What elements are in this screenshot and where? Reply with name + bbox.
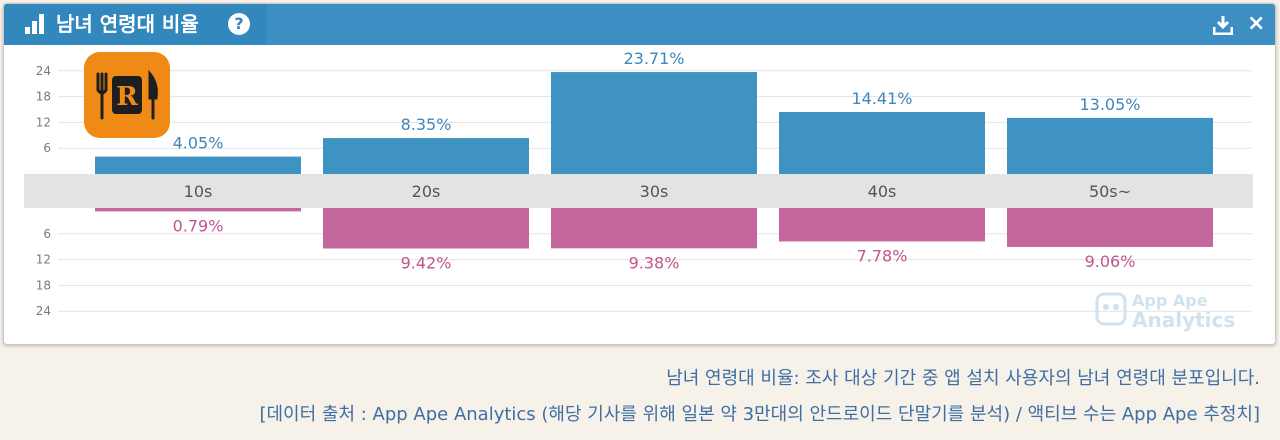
watermark-icon-eye-left — [1103, 304, 1109, 310]
svg-text:R: R — [116, 82, 138, 112]
upper-value-label-10s: 4.05% — [173, 134, 224, 153]
lower-bar-10s[interactable] — [95, 208, 301, 212]
lower-value-label-30s: 9.38% — [629, 253, 680, 272]
upper-value-label-20s: 8.35% — [401, 115, 452, 134]
watermark-icon-eye-right — [1113, 304, 1119, 310]
question-circle-icon[interactable]: ? — [228, 13, 250, 35]
y-tick-lower-6: 6 — [43, 227, 51, 241]
lower-bar-30s[interactable] — [551, 208, 757, 249]
category-band — [24, 174, 1253, 208]
category-label-10s: 10s — [184, 182, 213, 201]
app-logo: R — [84, 52, 170, 138]
upper-bar-10s[interactable] — [95, 156, 301, 174]
y-tick-upper-12: 12 — [36, 115, 51, 129]
y-tick-upper-6: 6 — [43, 141, 51, 155]
bar-chart: 24 18 12 6 6 12 18 24 4.05% 0.79% 10s 8.35% 9.42% 20s… — [24, 49, 1253, 332]
header-title-tab — [4, 4, 266, 45]
lower-bar-40s[interactable] — [779, 208, 985, 242]
category-label-20s: 20s — [412, 182, 441, 201]
upper-value-label-30s: 23.71% — [623, 49, 684, 68]
chart-panel: 남녀 연령대 비율 ? × 24 18 12 6 6 12 18 24 4.05% 0.79% 10… — [3, 3, 1276, 345]
lower-value-label-10s: 0.79% — [173, 216, 224, 235]
chart-title: 남녀 연령대 비율 — [56, 12, 199, 36]
panel-header: 남녀 연령대 비율 ? × — [4, 4, 1275, 45]
restaurant-app-icon: R — [96, 69, 158, 120]
y-tick-upper-18: 18 — [36, 90, 51, 104]
upper-value-label-50s~: 13.05% — [1079, 95, 1140, 114]
chart-description: 남녀 연령대 비율: 조사 대상 기간 중 앱 설치 사용자의 남녀 연령대 분… — [666, 368, 1260, 389]
close-icon[interactable]: × — [1247, 11, 1266, 36]
watermark-line1: App Ape — [1132, 291, 1208, 310]
lower-value-label-50s~: 9.06% — [1085, 252, 1136, 271]
data-source-note: [데이터 출처 : App Ape Analytics (해당 기사를 위해 일… — [259, 404, 1260, 425]
upper-bar-20s[interactable] — [323, 138, 529, 174]
lower-value-label-40s: 7.78% — [857, 246, 908, 265]
y-tick-lower-18: 18 — [36, 278, 51, 292]
lower-bar-50s~[interactable] — [1007, 208, 1213, 247]
download-icon[interactable] — [1213, 15, 1233, 35]
watermark-line2: Analytics — [1132, 308, 1235, 332]
y-tick-upper-24: 24 — [36, 64, 51, 78]
lower-value-label-20s: 9.42% — [401, 254, 452, 273]
upper-bar-50s~[interactable] — [1007, 117, 1213, 174]
category-label-50s~: 50s~ — [1089, 182, 1131, 201]
category-label-40s: 40s — [868, 182, 897, 201]
watermark-icon — [1095, 292, 1127, 326]
lower-bar-20s[interactable] — [323, 208, 529, 249]
category-label-30s: 30s — [640, 182, 669, 201]
y-tick-lower-12: 12 — [36, 253, 51, 267]
upper-bar-40s[interactable] — [779, 112, 985, 174]
y-tick-lower-24: 24 — [36, 304, 51, 318]
upper-bar-30s[interactable] — [551, 72, 757, 174]
upper-value-label-40s: 14.41% — [851, 89, 912, 108]
bar-chart-icon — [25, 14, 44, 34]
